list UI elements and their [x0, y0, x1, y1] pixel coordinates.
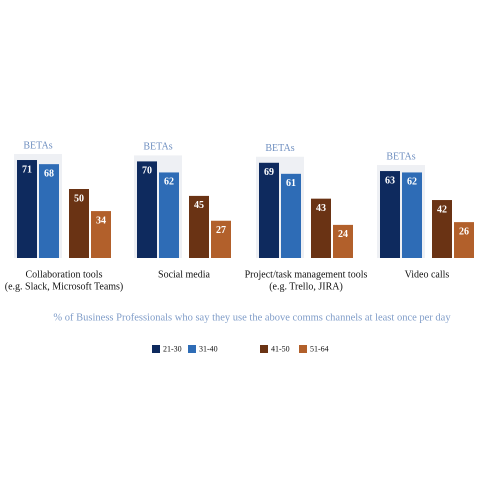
value-label: 70	[142, 166, 152, 177]
legend-label: 31-40	[199, 344, 218, 353]
category-label: Project/task management tools	[245, 269, 368, 280]
value-label: 45	[194, 200, 204, 211]
bar	[281, 173, 301, 258]
beta-label: BETAs	[386, 151, 415, 162]
caption: % of Business Professionals who say they…	[53, 312, 451, 323]
bar	[39, 164, 59, 258]
value-label: 62	[164, 177, 174, 188]
bar	[137, 161, 157, 258]
legend-label: 21-30	[163, 344, 182, 353]
bar	[311, 198, 331, 258]
value-label: 24	[338, 229, 348, 240]
beta-label: BETAs	[265, 143, 294, 154]
beta-label: BETAs	[23, 140, 52, 151]
value-label: 50	[74, 193, 84, 204]
bar	[454, 222, 474, 258]
category-label: Collaboration tools	[26, 269, 103, 280]
bar	[432, 200, 452, 258]
value-label: 42	[437, 204, 447, 215]
bar	[159, 172, 179, 258]
bar	[211, 220, 231, 258]
value-label: 27	[216, 225, 226, 236]
value-label: 71	[22, 164, 32, 175]
bar	[91, 211, 111, 258]
value-label: 62	[407, 177, 417, 188]
category-label: (e.g. Slack, Microsoft Teams)	[5, 281, 124, 292]
value-label: 43	[316, 203, 326, 214]
bar	[69, 189, 89, 258]
value-label: 69	[264, 167, 274, 178]
value-label: 63	[385, 175, 395, 186]
value-label: 61	[286, 178, 296, 189]
value-label: 34	[96, 215, 106, 226]
value-label: 68	[44, 168, 54, 179]
legend-swatch	[152, 345, 160, 353]
beta-label: BETAs	[143, 142, 172, 153]
category-label: Video calls	[405, 269, 450, 280]
legend-label: 51-64	[310, 344, 329, 353]
category-label: Social media	[158, 269, 210, 280]
legend-swatch	[299, 345, 307, 353]
bar	[189, 195, 209, 258]
bar	[259, 162, 279, 258]
bar	[17, 160, 37, 258]
category-label: (e.g. Trello, JIRA)	[269, 281, 343, 292]
value-label: 26	[459, 226, 469, 237]
bar	[402, 172, 422, 258]
bar	[380, 171, 400, 258]
legend-label: 41-50	[271, 344, 290, 353]
bar	[333, 224, 353, 258]
legend-swatch	[188, 345, 196, 353]
legend-swatch	[260, 345, 268, 353]
